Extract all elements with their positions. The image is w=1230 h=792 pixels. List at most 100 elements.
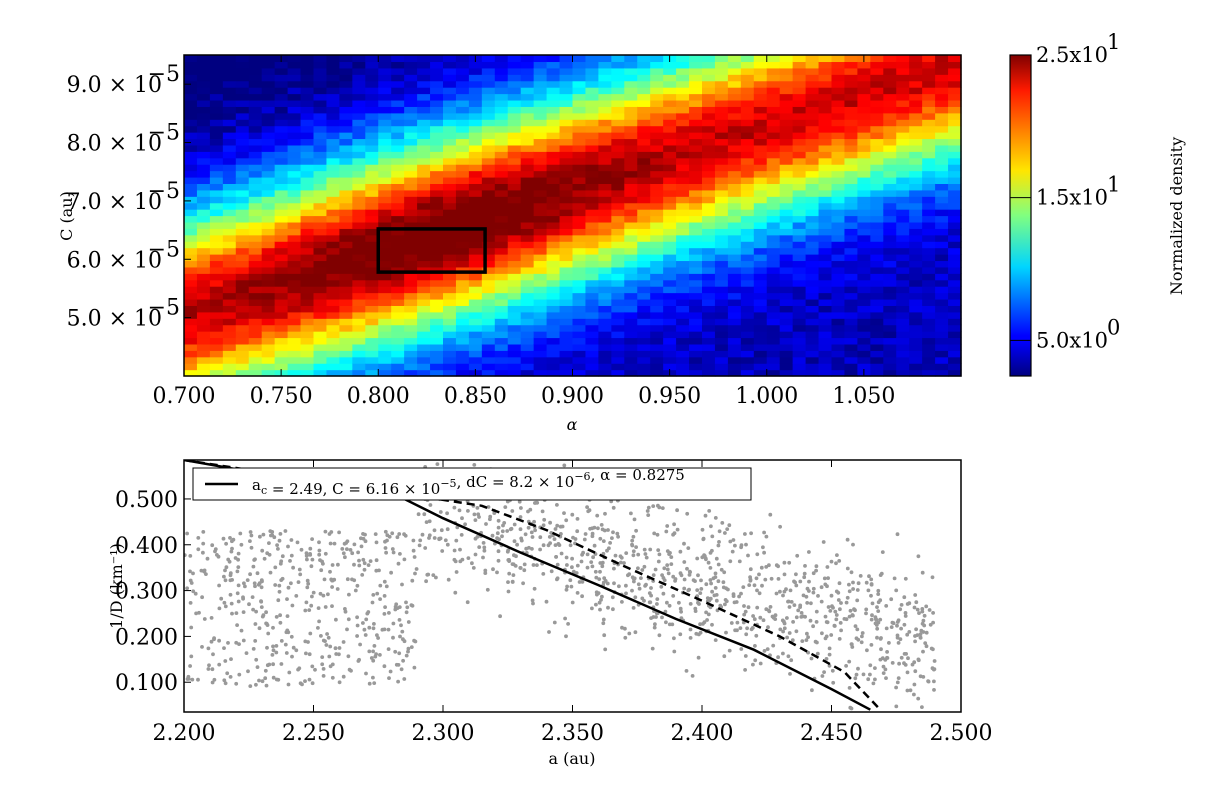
- heatmap-cell: [404, 106, 418, 114]
- heatmap-cell: [300, 157, 315, 165]
- scatter-point: [663, 609, 668, 614]
- heatmap-cell: [857, 132, 871, 140]
- heatmap-cell: [585, 61, 599, 69]
- heatmap-cell: [507, 151, 522, 159]
- scatter-point: [201, 530, 206, 534]
- heatmap-cell: [598, 369, 612, 377]
- heatmap-cell: [533, 151, 548, 159]
- heatmap-cell: [818, 112, 833, 120]
- heatmap-cell: [792, 164, 807, 172]
- heatmap-cell: [753, 183, 768, 191]
- heatmap-cell: [805, 106, 820, 114]
- scatter-point: [373, 654, 378, 659]
- heatmap-cell: [235, 112, 250, 120]
- heatmap-cell: [714, 286, 729, 294]
- scatter-point: [594, 575, 599, 580]
- heatmap-cell: [481, 298, 496, 306]
- heatmap-cell: [248, 202, 263, 210]
- heatmap-cell: [792, 356, 807, 364]
- heatmap-cell: [352, 55, 366, 63]
- heatmap-cell: [727, 298, 742, 306]
- scatter-point: [651, 504, 656, 508]
- heatmap-cell: [650, 132, 664, 140]
- heatmap-cell: [870, 221, 884, 229]
- heatmap-cell: [184, 356, 198, 364]
- heatmap-cell: [520, 356, 535, 364]
- heatmap-cell: [378, 87, 392, 95]
- scatter-point: [761, 618, 766, 623]
- scatter-point: [671, 532, 675, 537]
- heatmap-cell: [805, 324, 820, 332]
- scatter-point: [883, 667, 888, 672]
- heatmap-cell: [727, 99, 742, 107]
- scatter-point: [876, 609, 881, 613]
- heatmap-cell: [378, 196, 392, 204]
- scatter-point: [869, 643, 874, 647]
- scatter-point: [530, 535, 535, 539]
- heatmap-cell: [650, 221, 664, 229]
- heatmap-cell: [494, 241, 509, 249]
- scatter-point: [357, 563, 362, 568]
- scatter-point: [899, 603, 904, 607]
- heatmap-cell: [326, 298, 340, 306]
- scatter-point: [399, 667, 404, 672]
- heatmap-cell: [533, 318, 548, 326]
- scatter-point: [308, 546, 313, 551]
- heatmap-cell: [572, 132, 587, 140]
- heatmap-cell: [507, 176, 522, 184]
- heatmap-cell: [663, 87, 677, 95]
- scatter-point: [889, 597, 894, 602]
- heatmap-cell: [844, 61, 858, 69]
- scatter-point: [357, 558, 361, 563]
- scatter-point: [787, 560, 792, 565]
- heatmap-cell: [300, 305, 315, 313]
- scatter-point: [591, 555, 595, 560]
- heatmap-cell: [559, 176, 574, 184]
- scatter-point: [333, 646, 338, 651]
- scatter-point: [295, 540, 300, 545]
- heatmap-cell: [689, 305, 703, 313]
- heatmap-cell: [326, 183, 340, 191]
- scatter-point: [583, 532, 588, 536]
- heatmap-cell: [378, 247, 392, 255]
- heatmap-cell: [650, 292, 664, 300]
- scatter-point: [713, 586, 718, 590]
- heatmap-cells: [184, 55, 962, 377]
- heatmap-cell: [559, 241, 574, 249]
- heatmap-cell: [702, 67, 716, 75]
- heatmap-cell: [520, 80, 535, 88]
- heatmap-cell: [430, 189, 444, 197]
- heatmap-cell: [611, 228, 625, 236]
- heatmap-cell: [714, 228, 729, 236]
- scatter-point: [371, 675, 375, 680]
- heatmap-cell: [184, 247, 198, 255]
- heatmap-cell: [404, 99, 418, 107]
- heatmap-cell: [261, 112, 276, 120]
- scatter-point: [871, 681, 876, 686]
- scatter-point: [922, 613, 927, 618]
- heatmap-cell: [883, 356, 897, 364]
- heatmap-cell: [391, 87, 405, 95]
- scatter-point: [526, 525, 531, 530]
- heatmap-cell: [378, 132, 392, 140]
- heatmap-cell: [481, 318, 496, 326]
- heatmap-cell: [663, 350, 677, 358]
- heatmap-cell: [572, 67, 587, 75]
- heatmap-cell: [611, 125, 625, 133]
- scatter-point: [518, 527, 523, 532]
- heatmap-cell: [689, 286, 703, 294]
- heatmap-cell: [365, 164, 379, 172]
- heatmap-cell: [222, 298, 237, 306]
- scatter-point: [530, 598, 535, 603]
- heatmap-cell: [378, 209, 392, 217]
- heatmap-cell: [740, 331, 755, 339]
- heatmap-cell: [948, 292, 962, 300]
- heatmap-cell: [533, 279, 548, 287]
- heatmap-cell: [818, 87, 833, 95]
- scatter-point: [914, 627, 918, 632]
- heatmap-cell: [948, 324, 962, 332]
- heatmap-cell: [714, 74, 729, 82]
- heatmap-cell: [792, 318, 807, 326]
- heatmap-cell: [391, 106, 405, 114]
- heatmap-cell: [572, 254, 587, 262]
